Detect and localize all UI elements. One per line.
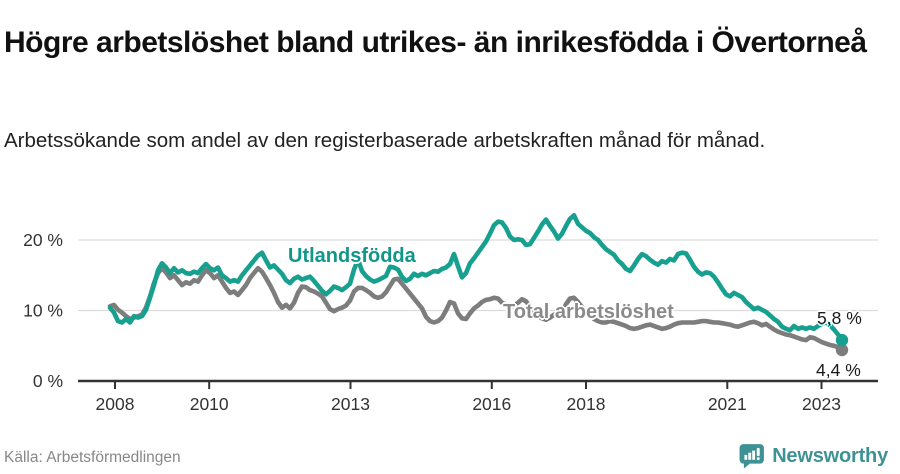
svg-text:0 %: 0 % <box>33 371 63 391</box>
source-note: Källa: Arbetsförmedlingen <box>4 449 181 466</box>
svg-text:2008: 2008 <box>96 394 135 414</box>
newsworthy-wordmark: Newsworthy <box>772 444 888 467</box>
end-value-total: 4,4 % <box>816 360 861 380</box>
series-label-total-arbetsloshet: Total arbetslöshet <box>503 301 674 323</box>
newsworthy-chart-bubble-icon <box>739 444 765 469</box>
svg-text:2010: 2010 <box>190 394 229 414</box>
svg-text:2023: 2023 <box>802 394 841 414</box>
svg-text:20 %: 20 % <box>23 230 63 250</box>
page-title: Högre arbetslöshet bland utrikes- än inr… <box>4 26 867 60</box>
chart-subtitle: Arbetssökande som andel av den registerb… <box>4 128 766 152</box>
svg-text:2021: 2021 <box>708 394 747 414</box>
end-value-utlandsfodda: 5,8 % <box>817 308 862 328</box>
svg-text:2013: 2013 <box>331 394 370 414</box>
svg-text:2016: 2016 <box>472 394 511 414</box>
newsworthy-logo: Newsworthy <box>739 443 888 469</box>
series-label-utlandsfodda: Utlandsfödda <box>288 245 416 267</box>
svg-text:10 %: 10 % <box>23 301 63 321</box>
svg-text:2018: 2018 <box>567 394 606 414</box>
